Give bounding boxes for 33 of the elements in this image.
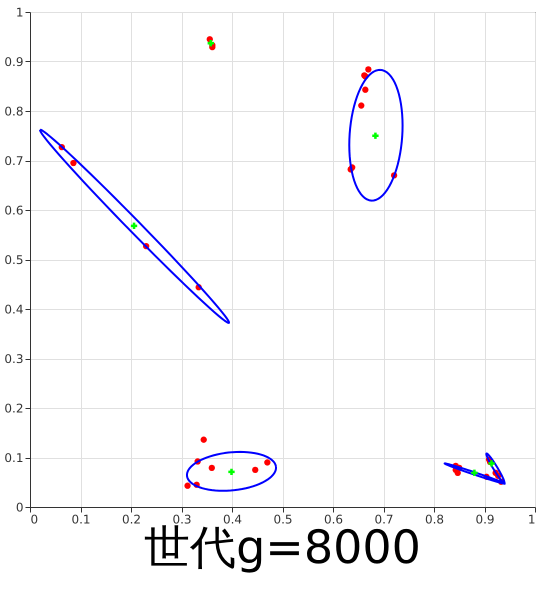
- point: [184, 482, 191, 489]
- point: [358, 102, 364, 109]
- x-tick-label: 0.5: [273, 512, 293, 526]
- point: [362, 86, 368, 93]
- x-tick-label: 0: [30, 512, 38, 526]
- x-tick-label: 0.4: [222, 512, 242, 526]
- point: [252, 466, 258, 474]
- y-tick-label: 1: [16, 6, 24, 20]
- point: [208, 464, 215, 472]
- y-tick-label: 0.8: [4, 104, 24, 118]
- point: [471, 470, 478, 476]
- x-tick-label: 0.2: [122, 512, 142, 526]
- point: [228, 468, 235, 476]
- point: [264, 459, 271, 466]
- y-tick-label: 0.2: [4, 402, 24, 416]
- x-tick-label: 0.8: [424, 512, 444, 526]
- point: [200, 436, 207, 443]
- y-tick-label: 0.5: [4, 253, 24, 267]
- y-tick-label: 0.1: [4, 451, 24, 465]
- point: [70, 160, 77, 166]
- y-tick-label: 0.4: [4, 302, 24, 316]
- y-tick-label: 0.7: [4, 154, 24, 168]
- x-tick-label: 0.1: [71, 512, 91, 526]
- x-tick-label: 0.7: [374, 512, 394, 526]
- y-tick-label: 0.3: [4, 352, 24, 366]
- x-tick-label: 0.9: [475, 512, 495, 526]
- y-tick-label: 0.9: [4, 55, 24, 69]
- x-tick-label: 1: [528, 512, 536, 526]
- x-tick-label: 0.6: [324, 512, 344, 526]
- y-tick-label: 0: [16, 500, 24, 514]
- y-tick-label: 0.6: [4, 204, 24, 218]
- point: [372, 132, 379, 139]
- point: [365, 66, 372, 73]
